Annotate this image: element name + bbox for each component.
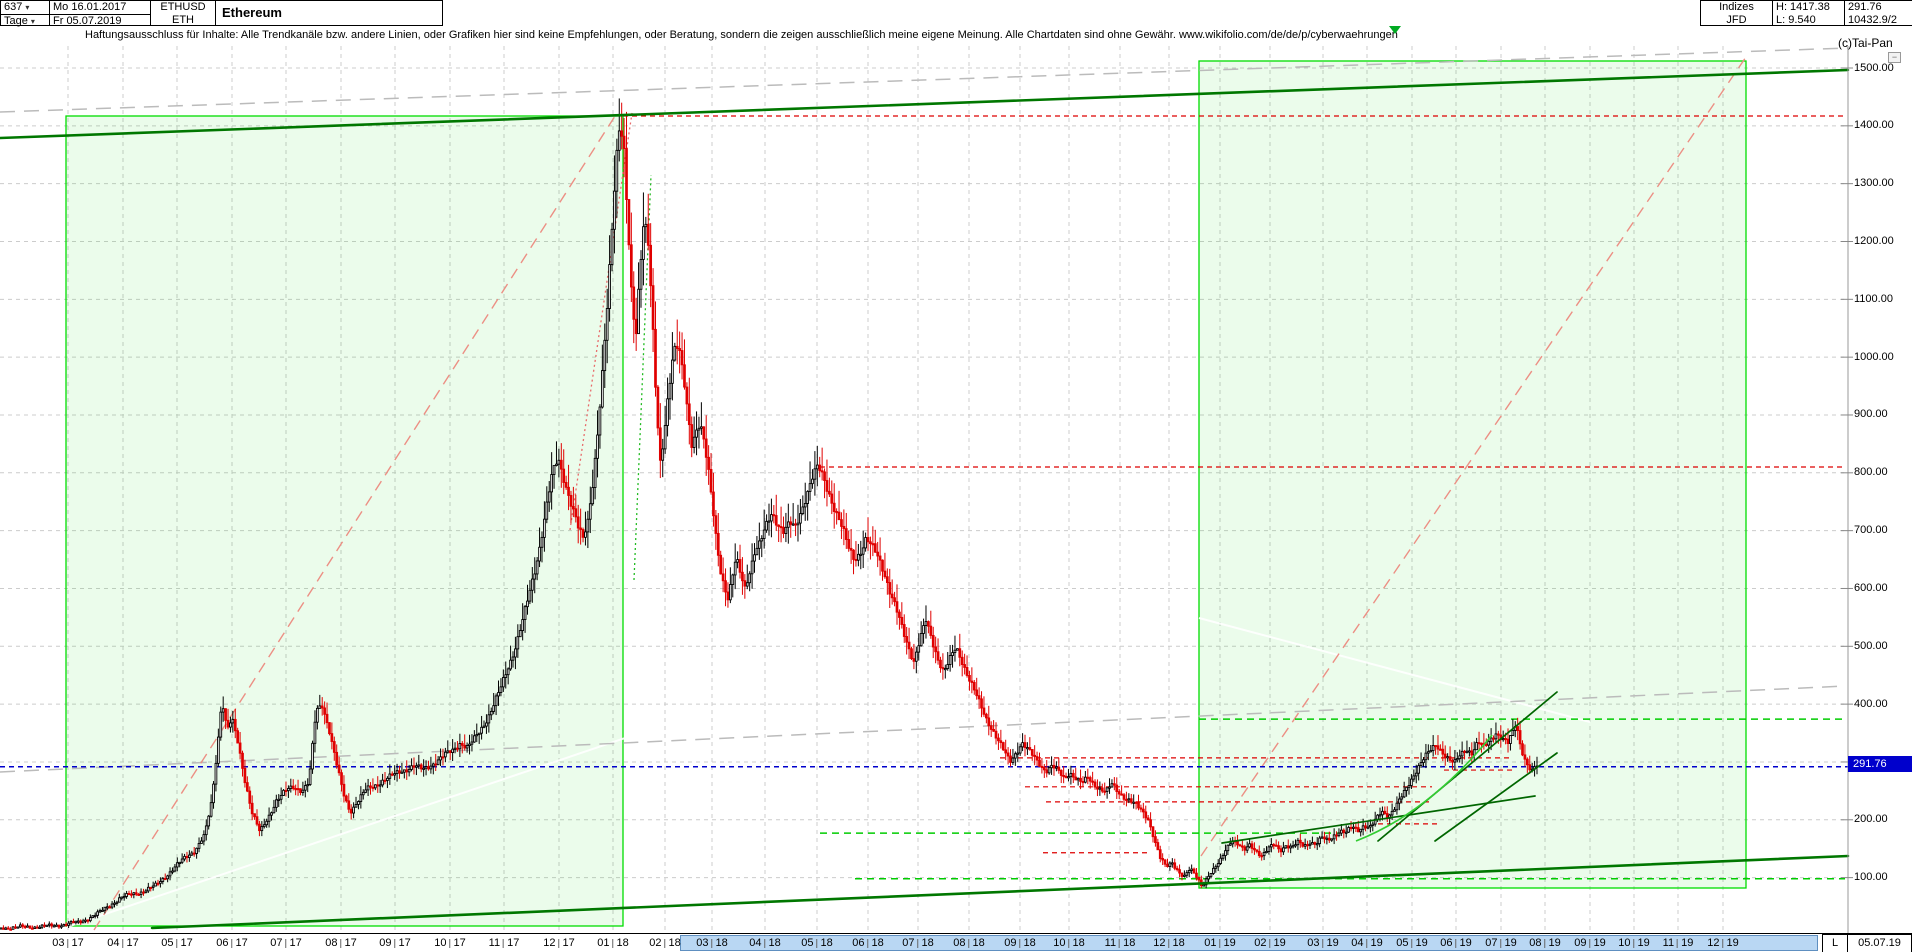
high-value: H: 1417.38 (1776, 1, 1830, 13)
price-axis-label: 1000.00 (1854, 350, 1894, 363)
month-label: 04 18 (749, 936, 781, 949)
month-label: 06 19 (1440, 936, 1472, 949)
index-value: 10432.9/2 (1848, 14, 1897, 26)
index-group-label: Indizes (1719, 1, 1754, 13)
month-label: 07 18 (902, 936, 934, 949)
index-group-cell: Indizes JFD (1700, 0, 1773, 26)
month-label: 01 19 (1204, 936, 1236, 949)
month-label: 01 18 (597, 936, 629, 949)
collapse-icon[interactable]: − (1888, 52, 1901, 63)
white-trendlines (66, 617, 1591, 928)
month-label: 10 19 (1618, 936, 1650, 949)
month-label: 09 19 (1574, 936, 1606, 949)
date-from: Mo 16.01.2017 (53, 1, 127, 13)
price-axis-label: 800.00 (1854, 466, 1888, 479)
price-axis-label: 1100.00 (1854, 292, 1893, 305)
month-label: 10 18 (1053, 936, 1085, 949)
month-label: 06 18 (852, 936, 884, 949)
instrument-name: Ethereum (215, 0, 443, 26)
bars-count-cell: 637 ▾ Tage ▾ (0, 0, 50, 28)
month-label: 09 17 (379, 936, 411, 949)
month-label: 12 19 (1707, 936, 1739, 949)
month-label: 12 17 (543, 936, 575, 949)
candlesticks[interactable] (0, 98, 1539, 931)
month-label: 11 17 (488, 936, 520, 949)
low-value: L: 9.540 (1776, 14, 1816, 26)
month-label: 08 17 (325, 936, 357, 949)
month-label: 08 18 (953, 936, 985, 949)
l-button[interactable]: L (1822, 934, 1848, 952)
month-label: 05 19 (1396, 936, 1428, 949)
sell-marker-icon (1389, 26, 1401, 34)
symbol-cell: ETHUSD ETH (150, 0, 216, 26)
axis-frame (1841, 46, 1853, 933)
month-label: 11 18 (1104, 936, 1136, 949)
last-price: 291.76 (1848, 1, 1882, 13)
price-axis-label: 500.00 (1854, 639, 1888, 652)
price-axis-label: 600.00 (1854, 581, 1888, 594)
month-label: 08 19 (1529, 936, 1561, 949)
month-label: 09 18 (1004, 936, 1036, 949)
price-axis-label: 100.00 (1854, 871, 1888, 884)
price-axis-label: 700.00 (1854, 524, 1888, 537)
last-price-cell: 291.76 10432.9/2 (1844, 0, 1912, 26)
dashed-diagonals (0, 47, 1849, 931)
month-label: 02 18 (649, 936, 681, 949)
feed-label: JFD (1726, 14, 1747, 26)
date-to: Fr 05.07.2019 (50, 14, 150, 28)
disclaimer-text: Haftungsausschluss für Inhalte: Alle Tre… (85, 29, 1398, 41)
period-dropdown[interactable]: Tage ▾ (1, 14, 49, 28)
horizontal-levels (0, 115, 1848, 880)
month-label: 04 19 (1351, 936, 1383, 949)
month-label: 03 19 (1307, 936, 1339, 949)
month-label: 11 19 (1662, 936, 1694, 949)
price-axis-label: 200.00 (1854, 813, 1888, 826)
month-label: 12 18 (1153, 936, 1185, 949)
month-label: 06 17 (216, 936, 248, 949)
price-axis-label: 900.00 (1854, 408, 1888, 421)
last-price-badge: 291.76 (1848, 756, 1912, 772)
trend-channel-lines (0, 68, 1850, 930)
date-range-cell: Mo 16.01.2017 Fr 05.07.2019 (49, 0, 151, 28)
month-label: 05 18 (801, 936, 833, 949)
month-label: 07 19 (1485, 936, 1517, 949)
time-axis: 03 17 04 17 05 17 06 17 07 17 08 17 09 17 10 17 11 17 12 17… (0, 933, 1912, 952)
price-axis-label: 400.00 (1854, 697, 1888, 710)
bars-count-dropdown[interactable]: 637 ▾ (4, 1, 30, 13)
month-label: 03 18 (696, 936, 728, 949)
month-label: 04 17 (107, 936, 139, 949)
taipan-watermark: (c)Tai-Pan (1838, 36, 1893, 50)
chevron-down-icon: ▾ (30, 17, 35, 26)
month-label: 10 17 (434, 936, 466, 949)
month-label: 07 17 (270, 936, 302, 949)
month-label: 02 19 (1254, 936, 1286, 949)
high-low-cell: H: 1417.38 L: 9.540 (1772, 0, 1845, 26)
horizontal-scrollbar-thumb[interactable] (680, 935, 1818, 951)
price-axis-label: 1500.00 (1854, 61, 1894, 74)
month-label: 05 17 (161, 936, 193, 949)
price-axis-label: 1400.00 (1854, 119, 1894, 132)
trend-boxes (65, 60, 1747, 927)
cursor-date-box: 05.07.19 (1847, 934, 1912, 952)
price-axis-label: 1200.00 (1854, 234, 1894, 247)
chevron-down-icon: ▾ (25, 3, 30, 12)
symbol-short: ETH (172, 14, 194, 26)
symbol: ETHUSD (160, 1, 206, 13)
month-label: 03 17 (52, 936, 84, 949)
price-axis-label: 1300.00 (1854, 177, 1894, 190)
